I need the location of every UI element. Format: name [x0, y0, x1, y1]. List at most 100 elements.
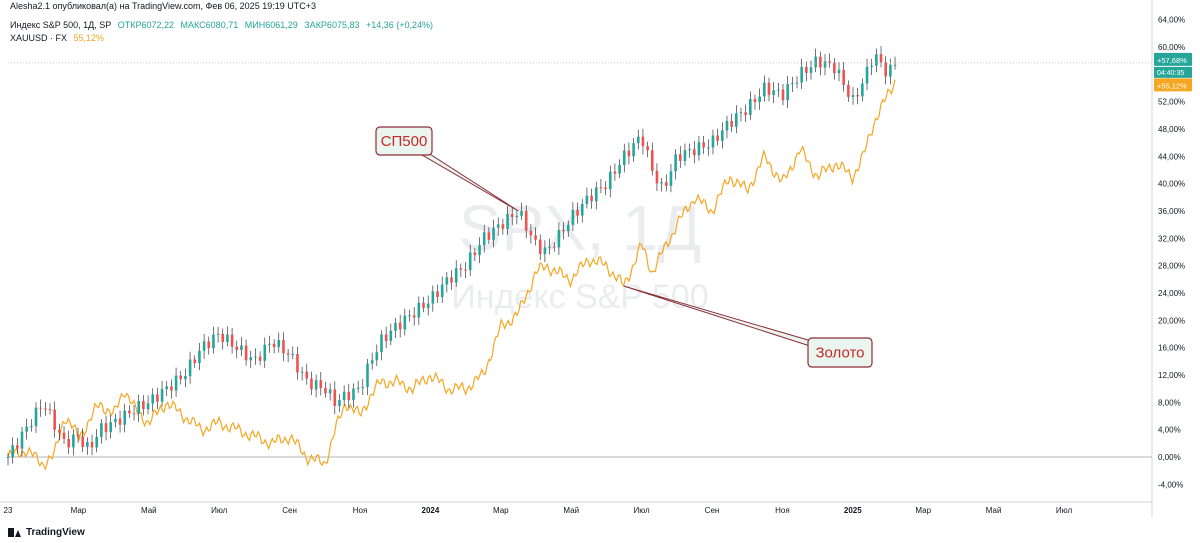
change-value: +14,36 (+0,24%) — [365, 20, 434, 30]
spx-candle — [431, 291, 435, 304]
spx-candle — [786, 84, 789, 101]
spx-candle — [347, 391, 351, 401]
spx-candle — [622, 150, 626, 165]
spx-candle — [221, 333, 225, 342]
spx-candle — [249, 357, 253, 361]
spx-candle — [398, 322, 402, 330]
spx-candle — [123, 410, 127, 425]
spx-candle — [823, 61, 827, 68]
spx-candle — [552, 246, 556, 248]
compare-legend[interactable]: XAUUSD · FX 55,12% — [10, 33, 108, 43]
y-tick-label: 12,00% — [1158, 371, 1185, 380]
spx-candle — [683, 150, 687, 161]
y-tick-label: 60,00% — [1158, 43, 1185, 52]
y-tick-label: 24,00% — [1158, 289, 1185, 298]
spx-candle — [777, 89, 780, 91]
spx-candle — [482, 232, 486, 246]
spx-candle — [884, 62, 888, 77]
spx-candle — [585, 195, 589, 205]
spx-candle — [34, 407, 38, 427]
spx-candle — [277, 339, 281, 348]
spx-candle — [160, 389, 164, 402]
spx-candle — [137, 401, 141, 414]
spx-candle — [618, 164, 621, 174]
symbol-legend[interactable]: Индекс S&P 500, 1Д, SP ОТКР6072,22 МАКС6… — [10, 20, 437, 30]
spx-candle — [814, 56, 817, 68]
spx-candle — [291, 354, 295, 356]
spx-candle — [534, 235, 537, 240]
spx-candle — [151, 394, 155, 404]
spx-candle — [861, 83, 864, 97]
spx-candle — [235, 346, 239, 351]
y-tick-label: 0,00% — [1158, 453, 1181, 462]
spx-candle — [478, 245, 481, 256]
spx-candle — [146, 403, 150, 410]
spx-candle — [384, 334, 388, 341]
spx-candle — [244, 345, 248, 361]
spx-candle — [833, 62, 836, 74]
spx-candle — [356, 387, 360, 389]
spx-candle — [837, 69, 841, 74]
x-tick-label: 23 — [4, 506, 13, 515]
spx-candle — [795, 82, 799, 84]
spx-candle — [109, 422, 113, 433]
spx-candle — [352, 388, 355, 401]
spx-candle — [557, 229, 561, 248]
spx-candle — [408, 315, 411, 317]
spx-candle — [450, 277, 453, 283]
spx-candle — [571, 209, 575, 225]
spx-candle — [62, 432, 66, 439]
spx-candle — [763, 82, 766, 97]
spx-candle — [608, 171, 612, 190]
callout-label: Золото — [815, 345, 864, 362]
symbol-name: Индекс S&P 500, 1Д, SP — [10, 20, 112, 30]
spx-candle — [501, 224, 505, 229]
spx-candle — [716, 135, 719, 141]
spx-candle — [650, 150, 654, 171]
spx-last-label-bg — [1154, 52, 1192, 66]
spx-candle — [30, 426, 33, 428]
spx-candle — [319, 380, 323, 389]
spx-candle — [95, 436, 99, 448]
spx-candle — [702, 142, 705, 148]
spx-candle — [324, 388, 327, 394]
x-tick-label: Мар — [71, 506, 87, 515]
spx-candle — [48, 409, 52, 411]
spx-candle — [142, 401, 145, 410]
spx-candle — [436, 291, 439, 298]
spx-candle — [76, 434, 80, 437]
tradingview-logo[interactable]: TradingView — [8, 527, 85, 538]
spx-candle — [492, 227, 495, 240]
spx-candle — [800, 66, 803, 83]
spx-candle — [296, 354, 299, 373]
spx-candle — [300, 371, 304, 373]
countdown-label: 04:40:35 — [1157, 70, 1184, 77]
spx-candle — [664, 182, 668, 186]
spx-candle — [744, 112, 747, 115]
spx-candle — [81, 436, 84, 447]
spx-candle — [202, 341, 206, 351]
publisher-line: Alesha2.1 опубликовал(а) на TradingView.… — [10, 1, 316, 11]
spx-candle — [132, 413, 136, 415]
x-tick-label: Май — [563, 506, 579, 515]
gold-last-label-bg — [1154, 78, 1192, 92]
spx-candle — [426, 303, 430, 309]
x-tick-label: Июл — [633, 506, 650, 515]
spx-candle — [86, 442, 89, 447]
spx-candle — [636, 136, 640, 144]
spx-candle — [20, 431, 24, 449]
watermark-symbol: SPX, 1Д — [459, 192, 702, 264]
spx-candle — [580, 204, 584, 216]
spx-candle — [370, 360, 374, 364]
spx-candle — [268, 343, 271, 345]
spx-candle — [590, 195, 593, 202]
x-tick-label: Май — [986, 506, 1002, 515]
high-value: МАКС6080,71 — [180, 20, 239, 30]
spx-candle — [459, 268, 463, 270]
y-tick-label: 44,00% — [1158, 152, 1185, 161]
spx-candle — [520, 210, 523, 216]
spx-candle — [721, 130, 724, 141]
callout-label: СП500 — [381, 133, 428, 150]
spx-candle — [44, 408, 47, 410]
